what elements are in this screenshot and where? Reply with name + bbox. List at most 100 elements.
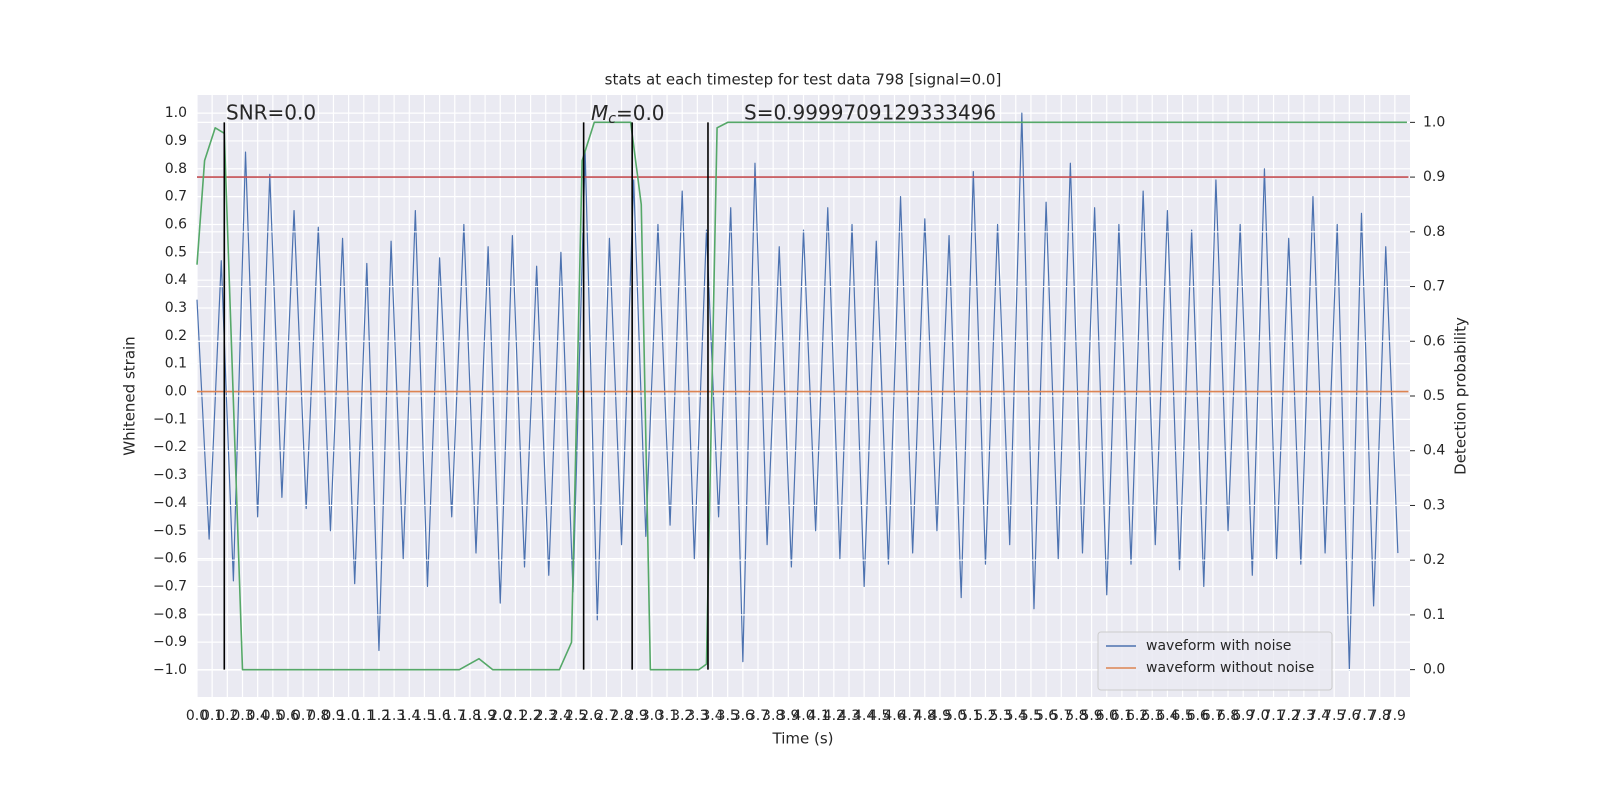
y-tick-label: 0.5 (165, 244, 187, 260)
y-tick-label: 0.0 (165, 384, 187, 400)
x-tick-label: 6.4 (1156, 708, 1178, 724)
x-tick-label: 1.9 (474, 708, 496, 724)
y-tick-label: 0.9 (165, 133, 187, 149)
y-tick-label: 0.6 (165, 216, 187, 232)
x-tick-label: 0.0 (186, 708, 208, 724)
y-tick-label: −0.3 (153, 467, 187, 483)
y-tick-label: 0.4 (165, 272, 187, 288)
y-tick-label: 0.1 (165, 356, 187, 372)
x-tick-label: 2.1 (504, 708, 526, 724)
x-tick-label: 2.5 (565, 708, 587, 724)
x-tick-label: 3.8 (762, 708, 784, 724)
x-tick-label: 7.8 (1369, 708, 1391, 724)
annotation-part: M (591, 101, 608, 125)
x-tick-label: 0.6 (277, 708, 299, 724)
y-tick-label: 0.7 (165, 189, 187, 205)
y-tick-label: 0.2 (165, 328, 187, 344)
x-tick-label: 7.1 (1262, 708, 1284, 724)
y-tick-label: −0.7 (153, 578, 187, 594)
x-tick-label: 5.0 (944, 708, 966, 724)
x-tick-label: 3.6 (732, 708, 754, 724)
y2-tick-label: 0.2 (1423, 552, 1445, 568)
x-tick-label: 1.3 (383, 708, 405, 724)
x-tick-label: 7.9 (1384, 708, 1406, 724)
y-tick-label: −0.1 (153, 411, 187, 427)
x-tick-label: 0.5 (262, 708, 284, 724)
y-tick-label: −0.5 (153, 523, 187, 539)
y2-tick-label: 0.0 (1423, 662, 1445, 678)
x-tick-label: 1.6 (428, 708, 450, 724)
x-tick-label: 6.5 (1171, 708, 1193, 724)
x-tick-label: 3.1 (656, 708, 678, 724)
x-tick-label: 1.5 (413, 708, 435, 724)
x-tick-label: 6.6 (1187, 708, 1209, 724)
chart-title: stats at each timestep for test data 798… (605, 71, 1002, 89)
y-tick-label: −1.0 (153, 662, 187, 678)
x-tick-label: 0.2 (216, 708, 238, 724)
x-tick-label: 0.9 (322, 708, 344, 724)
x-tick-label: 4.3 (838, 708, 860, 724)
x-tick-label: 0.3 (231, 708, 253, 724)
series-line (196, 112, 1399, 671)
y-axis-label: Whitened strain (121, 336, 139, 455)
x-tick-label: 5.7 (1050, 708, 1072, 724)
x-tick-label: 2.0 (489, 708, 511, 724)
x-tick-label: 1.2 (368, 708, 390, 724)
y-tick-label: −0.8 (153, 606, 187, 622)
y2-tick-label: 0.7 (1423, 279, 1445, 295)
x-tick-label: 5.2 (974, 708, 996, 724)
x-tick-label: 7.5 (1323, 708, 1345, 724)
y2-tick-label: 0.1 (1423, 607, 1445, 623)
x-tick-label: 4.6 (883, 708, 905, 724)
x-tick-label: 7.7 (1353, 708, 1375, 724)
x-tick-label: 7.2 (1278, 708, 1300, 724)
x-tick-label: 6.2 (1126, 708, 1148, 724)
legend-label: waveform without noise (1146, 660, 1314, 676)
y-tick-label: −0.2 (153, 439, 187, 455)
y2-tick-label: 0.9 (1423, 169, 1445, 185)
x-tick-label: 6.9 (1232, 708, 1254, 724)
y-tick-label: 1.0 (165, 105, 187, 121)
x-tick-label: 5.4 (1005, 708, 1027, 724)
x-tick-label: 4.5 (868, 708, 890, 724)
x-tick-label: 0.1 (201, 708, 223, 724)
x-tick-label: 6.7 (1202, 708, 1224, 724)
x-tick-label: 6.1 (1111, 708, 1133, 724)
x-tick-label: 3.3 (686, 708, 708, 724)
x-tick-label: 2.2 (519, 708, 541, 724)
x-tick-label: 1.7 (444, 708, 466, 724)
x-tick-label: 4.9 (929, 708, 951, 724)
y2-tick-label: 0.5 (1423, 388, 1445, 404)
x-tick-label: 4.0 (792, 708, 814, 724)
y-tick-label: −0.4 (153, 495, 187, 511)
x-tick-label: 3.7 (747, 708, 769, 724)
x-tick-label: 6.8 (1217, 708, 1239, 724)
x-tick-label: 1.0 (337, 708, 359, 724)
x-tick-label: 7.4 (1308, 708, 1330, 724)
y2-tick-label: 0.3 (1423, 497, 1445, 513)
x-tick-label: 5.9 (1080, 708, 1102, 724)
x-tick-label: 6.0 (1096, 708, 1118, 724)
x-tick-label: 4.1 (808, 708, 830, 724)
x-tick-label: 6.3 (1141, 708, 1163, 724)
x-tick-label: 3.0 (641, 708, 663, 724)
y2-tick-label: 0.8 (1423, 224, 1445, 240)
x-tick-label: 4.8 (914, 708, 936, 724)
x-tick-label: 2.3 (535, 708, 557, 724)
x-tick-label: 4.7 (899, 708, 921, 724)
x-tick-label: 3.4 (701, 708, 723, 724)
x-tick-label: 2.9 (626, 708, 648, 724)
x-tick-label: 7.3 (1293, 708, 1315, 724)
y-tick-label: −0.9 (153, 634, 187, 650)
annotation-part: =0.0 (616, 101, 665, 125)
x-tick-label: 3.9 (777, 708, 799, 724)
x-tick-label: 5.1 (959, 708, 981, 724)
x-tick-label: 3.2 (671, 708, 693, 724)
annotation: SNR=0.0 (226, 101, 316, 125)
x-tick-label: 1.4 (398, 708, 420, 724)
x-axis-label: Time (s) (772, 730, 834, 748)
x-tick-label: 4.4 (853, 708, 875, 724)
x-tick-label: 7.0 (1247, 708, 1269, 724)
x-tick-label: 4.2 (823, 708, 845, 724)
x-tick-label: 2.8 (610, 708, 632, 724)
